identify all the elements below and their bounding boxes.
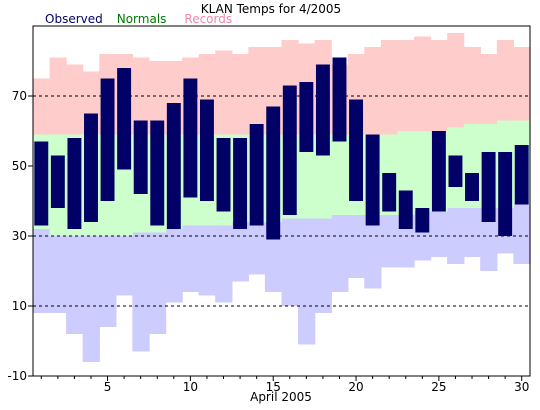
below-normal-day-5 [99,236,117,327]
observed-bar-day-21 [365,134,380,226]
below-normal-day-1 [33,229,51,313]
below-normal-day-9 [165,229,183,303]
observed-bar-day-27 [465,173,479,201]
x-tick-label-5: 5 [104,380,112,394]
y-tick-label-50: 50 [12,159,27,173]
y-tick-label-30: 30 [12,229,27,243]
x-tick-label-15: 15 [266,380,281,394]
below-normal-day-6 [115,236,133,296]
observed-bar-day-14 [249,124,264,226]
x-tick-label-25: 25 [431,380,446,394]
normal-range-day-19 [331,134,349,215]
observed-bar-day-2 [50,155,65,208]
observed-bar-day-7 [133,120,148,194]
plot-frame [32,25,531,377]
below-normal-day-18 [314,218,332,313]
observed-bar-day-10 [183,78,198,198]
observed-bar-day-26 [448,155,463,187]
observed-bar-day-1 [34,141,49,226]
legend-observed: Observed [45,12,103,26]
observed-bar-day-24 [415,208,430,233]
observed-bar-day-28 [481,152,496,222]
below-normal-day-14 [248,222,266,275]
observed-bar-day-5 [100,78,115,201]
observed-bar-day-25 [431,131,446,212]
legend-normals: Normals [117,12,167,26]
below-normal-day-22 [380,215,399,268]
observed-bar-day-11 [199,99,214,201]
below-normal-day-30 [513,204,531,264]
x-tick-label-30: 30 [514,380,529,394]
observed-bar-day-20 [349,99,364,201]
chart-title: KLAN Temps for 4/2005 [201,2,341,16]
below-normal-day-2 [49,236,67,313]
observed-bar-day-17 [299,82,314,152]
observed-bar-day-18 [315,64,330,156]
below-normal-day-11 [198,225,216,296]
y-tick-label-70: 70 [12,89,27,103]
observed-bar-day-6 [117,68,132,170]
y-tick-label-10: 10 [12,299,27,313]
below-normal-day-20 [347,215,365,278]
observed-bar-day-16 [282,85,297,215]
below-normal-day-25 [430,211,448,257]
observed-bar-day-12 [216,138,231,212]
observed-bar-day-13 [233,138,248,229]
below-normal-day-10 [182,225,200,292]
x-tick-label-10: 10 [183,380,198,394]
legend-records: Records [184,12,232,26]
observed-bar-day-23 [398,190,413,229]
y-tick-label--10: -10 [7,369,27,383]
observed-bar-day-9 [166,103,181,229]
observed-bar-day-19 [332,57,347,142]
observed-bar-day-22 [382,173,397,212]
normal-range-day-24 [414,131,432,212]
x-tick-label-20: 20 [348,380,363,394]
x-axis-label: April 2005 [250,390,312,404]
below-normal-day-7 [132,232,150,352]
observed-bar-day-30 [514,145,529,205]
observed-bar-day-3 [67,138,82,229]
below-normal-day-13 [231,222,249,282]
below-normal-day-21 [364,215,382,289]
below-normal-day-16 [281,218,299,306]
below-normal-day-28 [480,208,498,271]
below-normal-day-27 [463,208,481,257]
below-normal-day-17 [298,218,316,345]
below-normal-day-12 [215,225,233,303]
below-normal-day-8 [148,232,167,334]
below-normal-day-3 [66,236,84,334]
observed-bar-day-8 [150,120,165,226]
below-normal-day-19 [331,215,349,292]
below-normal-day-4 [82,236,100,362]
normal-range-day-17 [298,134,316,219]
observed-bar-day-4 [84,113,98,222]
observed-bar-day-29 [498,152,513,236]
observed-bar-day-15 [266,106,281,240]
